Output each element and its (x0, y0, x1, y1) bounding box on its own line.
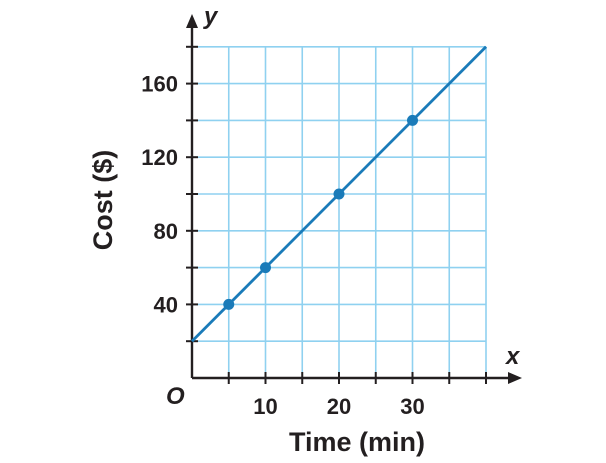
y-tick-label: 40 (154, 292, 178, 317)
axes (186, 14, 522, 384)
grid (192, 45, 487, 378)
series (191, 45, 487, 343)
y-axis-arrowhead (186, 14, 198, 28)
x-tick-label: 20 (327, 394, 351, 419)
y-tick-label: 80 (154, 219, 178, 244)
y-axis-title: Cost ($) (88, 150, 118, 251)
y-tick-label: 120 (141, 145, 178, 170)
y-tick-label: 160 (141, 72, 178, 97)
x-axis-variable: x (504, 343, 521, 370)
y-axis-variable: y (203, 3, 219, 30)
x-axis-arrowhead (508, 372, 522, 384)
x-tick-label: 10 (253, 394, 277, 419)
origin-label: O (166, 383, 185, 410)
axis-ticks (186, 45, 487, 384)
x-axis-title: Time (min) (289, 427, 425, 457)
x-tick-label: 30 (400, 394, 424, 419)
data-point (407, 114, 418, 126)
labels: 10 20 30 40 80 120 160 (141, 72, 424, 419)
data-point (223, 298, 235, 310)
data-point (333, 188, 345, 200)
data-point (260, 262, 271, 274)
